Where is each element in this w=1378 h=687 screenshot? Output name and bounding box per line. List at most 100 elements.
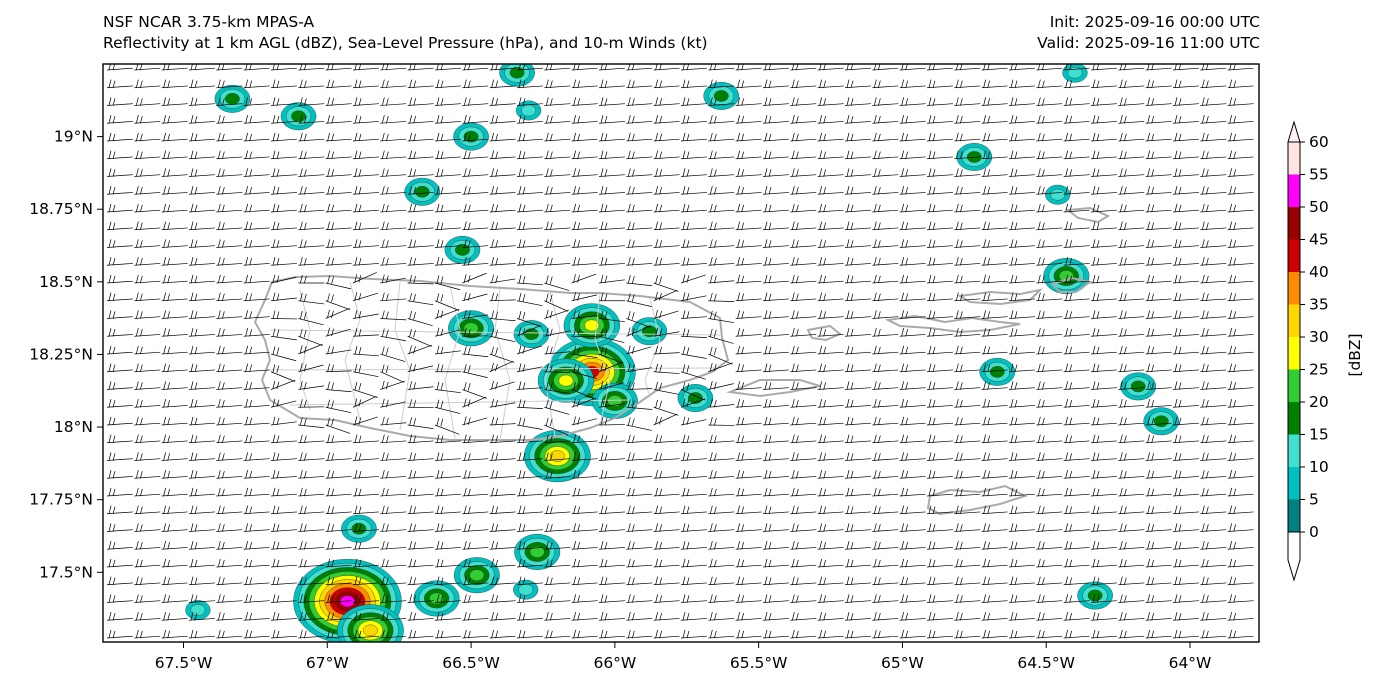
- wind-barb: [134, 381, 161, 390]
- wind-barb: [1200, 132, 1227, 142]
- wind-barb: [216, 416, 243, 426]
- wind-barb: [1063, 203, 1090, 213]
- wind-barb: [106, 434, 133, 444]
- wind-barb: [1227, 257, 1254, 266]
- wind-barb: [489, 452, 516, 461]
- wind-barb: [134, 576, 161, 586]
- wind-barb: [790, 381, 817, 390]
- wind-barb: [899, 328, 926, 337]
- wind-barb: [161, 629, 188, 639]
- wind-barb: [899, 470, 926, 479]
- wind-barb: [926, 132, 953, 142]
- wind-barb: [434, 417, 460, 435]
- wind-barb: [462, 346, 489, 358]
- colorbar-tick-label: 0: [1309, 523, 1319, 541]
- wind-barb: [216, 541, 243, 550]
- wind-barb: [735, 541, 762, 550]
- wind-barb: [243, 115, 270, 124]
- wind-barb: [1145, 470, 1172, 479]
- wind-barb: [243, 470, 270, 479]
- wind-barb: [981, 434, 1008, 444]
- wind-barb: [462, 523, 489, 532]
- wind-barb: [1063, 310, 1090, 319]
- wind-barb: [1008, 310, 1035, 319]
- wind-barb: [407, 505, 434, 515]
- wind-barb: [954, 221, 981, 231]
- wind-barb: [462, 186, 489, 195]
- wind-barb: [243, 363, 270, 373]
- wind-barb: [1172, 523, 1199, 532]
- wind-barb: [872, 292, 899, 302]
- wind-barb: [981, 594, 1008, 603]
- wind-barb: [1090, 523, 1117, 532]
- wind-barb: [1227, 363, 1254, 373]
- wind-barb: [298, 363, 324, 373]
- wind-barb: [434, 257, 461, 266]
- wind-barb: [817, 257, 844, 266]
- wind-barb: [544, 79, 571, 89]
- wind-barb: [926, 328, 953, 337]
- wind-barb: [680, 168, 707, 177]
- wind-barb: [489, 629, 516, 639]
- wind-barb: [981, 523, 1008, 532]
- wind-barb: [653, 470, 680, 479]
- wind-barb: [544, 186, 571, 195]
- wind-barb: [899, 629, 926, 639]
- wind-barb: [516, 381, 543, 390]
- wind-barb: [735, 558, 762, 568]
- wind-barb: [544, 381, 571, 394]
- wind-barb: [981, 221, 1008, 231]
- wind-barb: [544, 558, 571, 568]
- anegada-coastline: [1065, 206, 1111, 224]
- wind-barb: [1145, 629, 1172, 639]
- wind-barb: [161, 399, 188, 408]
- wind-barb: [1036, 115, 1063, 124]
- wind-barb: [1063, 274, 1090, 284]
- wind-barb: [735, 186, 762, 195]
- wind-barb: [790, 221, 817, 231]
- wind-barb: [216, 576, 243, 586]
- wind-barb: [817, 505, 844, 515]
- wind-barb: [1118, 452, 1145, 461]
- wind-barb: [1118, 541, 1145, 550]
- wind-barb: [298, 558, 325, 568]
- reflectivity-cell: [280, 102, 317, 131]
- wind-barb: [188, 221, 215, 231]
- lat-tick-label: 19°N: [54, 128, 93, 146]
- wind-barb: [598, 416, 626, 426]
- wind-barb: [926, 452, 953, 461]
- wind-barb: [216, 310, 243, 319]
- reflectivity-contour: [463, 130, 479, 143]
- colorbar-tick-label: 15: [1309, 426, 1329, 444]
- wind-barb: [270, 328, 297, 341]
- reflectivity-contour: [558, 374, 574, 387]
- wind-barb: [352, 395, 377, 408]
- wind-barb: [790, 239, 817, 248]
- wind-barb: [489, 257, 516, 266]
- wind-barb: [790, 328, 817, 337]
- wind-barb: [571, 434, 598, 444]
- wind-barb: [325, 487, 352, 497]
- wind-barb: [653, 309, 679, 319]
- wind-barb: [872, 434, 899, 444]
- wind-barb: [926, 523, 953, 532]
- wind-barb: [298, 328, 323, 346]
- wind-barb: [380, 239, 407, 248]
- wind-barb: [872, 310, 899, 319]
- wind-barb: [817, 470, 844, 479]
- wind-barb: [954, 541, 981, 550]
- wind-barb: [626, 115, 653, 124]
- wind-barb: [1090, 274, 1117, 284]
- wind-barb: [626, 186, 653, 195]
- lat-tick-label: 18.5°N: [39, 273, 93, 291]
- colorbar-tick-label: 55: [1309, 166, 1329, 184]
- wind-barb: [708, 452, 735, 461]
- wind-barb: [872, 132, 899, 142]
- wind-barb: [216, 274, 243, 284]
- wind-barb: [516, 576, 543, 586]
- wind-barb: [954, 416, 981, 426]
- wind-barb: [762, 203, 789, 213]
- wind-barb: [790, 594, 817, 603]
- wind-barb: [1200, 470, 1227, 479]
- wind-barb: [680, 132, 707, 142]
